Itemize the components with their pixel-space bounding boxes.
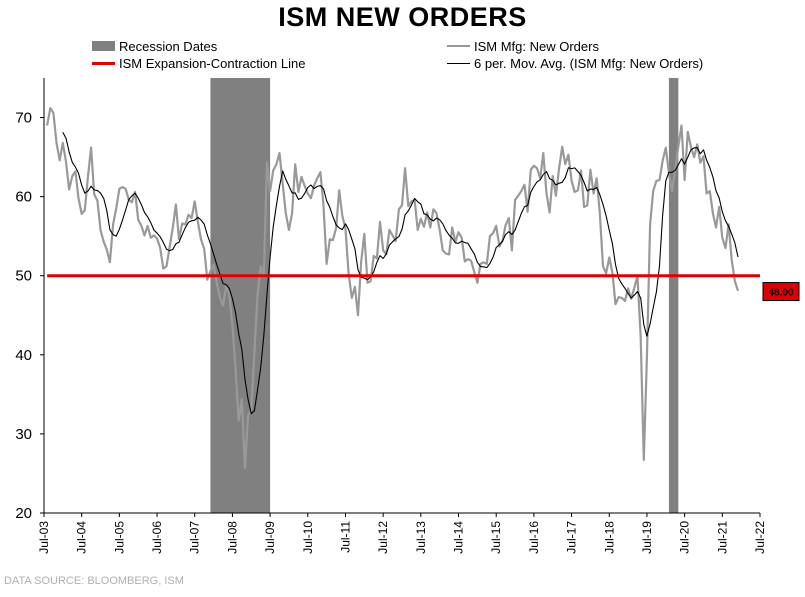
legend-item-threshold: ISM Expansion-Contraction Line	[92, 55, 305, 71]
y-tick-label-50: 50	[15, 268, 32, 285]
x-tick-label-11: Jul-14	[452, 521, 466, 554]
x-tick-label-12: Jul-15	[489, 521, 503, 554]
legend-swatch-red-line	[92, 61, 115, 65]
x-tick-label-10: Jul-13	[414, 521, 428, 554]
legend-item-series: ISM Mfg: New Orders	[447, 38, 599, 54]
x-tick-label-18: Jul-21	[715, 521, 729, 554]
x-tick-label-8: Jul-11	[338, 521, 352, 553]
last-value-callout	[762, 282, 800, 302]
y-tick-label-60: 60	[15, 189, 32, 206]
x-tick-label-16: Jul-19	[640, 521, 654, 554]
x-tick-label-2: Jul-05	[112, 521, 126, 554]
series-moving-average	[62, 131, 739, 415]
x-tick-label-7: Jul-10	[301, 521, 315, 554]
y-tick-label-70: 70	[15, 110, 32, 127]
x-tick-label-0: Jul-03	[37, 521, 51, 554]
y-tick-label-20: 20	[15, 505, 32, 522]
legend-swatch-black-line	[447, 62, 470, 64]
x-tick-label-14: Jul-17	[565, 521, 579, 554]
last-value-label: 48.00	[768, 288, 793, 299]
x-tick-label-5: Jul-08	[225, 521, 239, 554]
legend-swatch-gray-line	[447, 45, 470, 47]
series-ism-new-orders	[46, 106, 740, 469]
recession-band-1	[668, 78, 679, 513]
x-tick-label-3: Jul-06	[150, 521, 164, 554]
x-tick-label-17: Jul-20	[678, 521, 692, 554]
x-tick-label-19: Jul-22	[753, 521, 767, 554]
x-tick-label-1: Jul-04	[75, 521, 89, 554]
legend-swatch-band	[92, 41, 115, 51]
legend-label-recession: Recession Dates	[119, 38, 218, 54]
source-note: DATA SOURCE: BLOOMBERG, ISM	[4, 575, 184, 587]
x-tick-label-13: Jul-16	[527, 521, 541, 554]
legend-label-movavg: 6 per. Mov. Avg. (ISM Mfg: New Orders)	[474, 55, 704, 71]
y-tick-label-40: 40	[15, 347, 32, 364]
chart-title: ISM NEW ORDERS	[278, 2, 527, 32]
legend-item-recession: Recession Dates	[92, 38, 217, 54]
legend-item-movavg: 6 per. Mov. Avg. (ISM Mfg: New Orders)	[447, 55, 703, 71]
x-tick-label-15: Jul-18	[602, 521, 616, 554]
x-tick-label-9: Jul-12	[376, 521, 390, 554]
x-tick-label-6: Jul-09	[263, 521, 277, 554]
legend-label-series: ISM Mfg: New Orders	[474, 38, 599, 54]
y-tick-label-30: 30	[15, 426, 32, 443]
x-tick-label-4: Jul-07	[188, 521, 202, 554]
legend-label-threshold: ISM Expansion-Contraction Line	[119, 55, 306, 71]
